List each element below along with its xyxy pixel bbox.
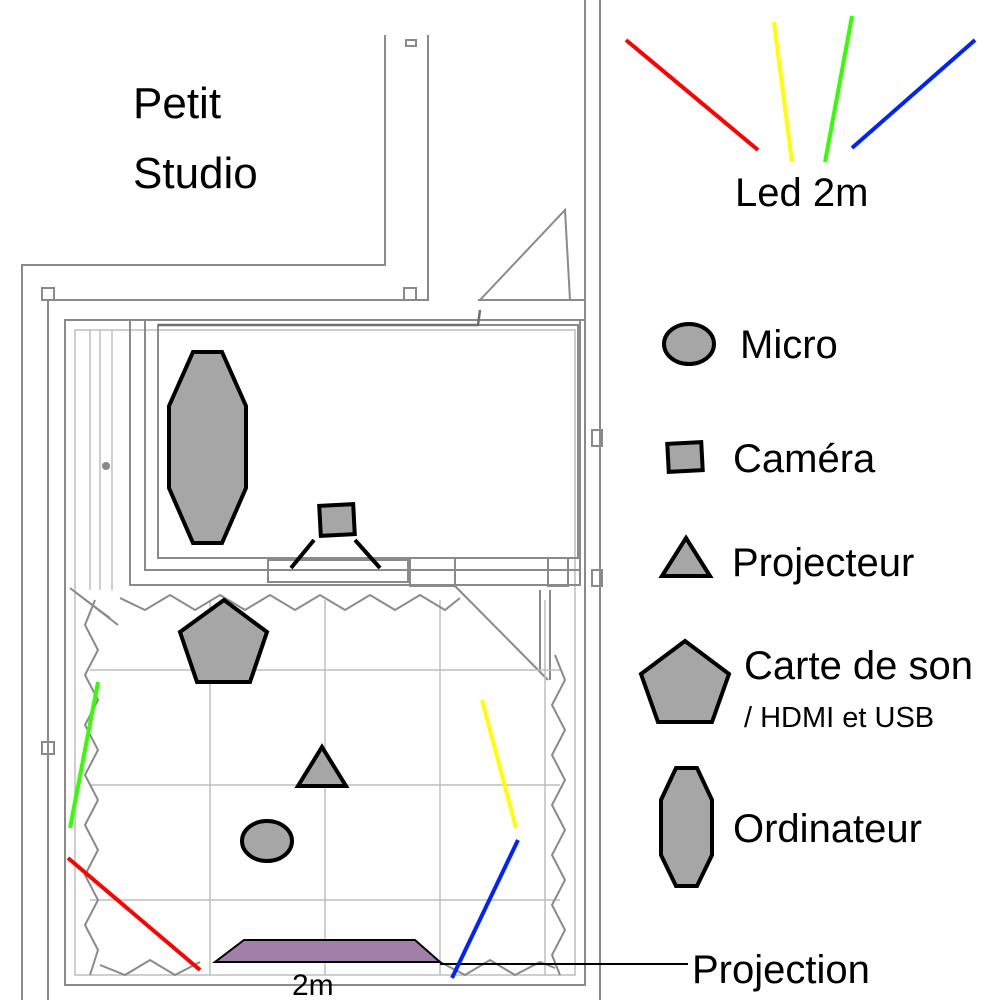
legend-ordinateur-icon (659, 766, 714, 888)
projection-screen (212, 939, 443, 963)
legend-ordinateur-label: Ordinateur (733, 807, 922, 851)
legend-micro-label: Micro (740, 323, 838, 367)
projection-width-label: 2m (292, 969, 334, 1000)
camera-shape (317, 502, 357, 538)
room-title-line1: Petit (133, 79, 221, 128)
led-strip-green (68, 681, 100, 829)
camera-leg-left (289, 538, 316, 570)
led-strip-yellow (480, 699, 518, 829)
room-title-line2: Studio (133, 149, 258, 198)
legend-carte-de-son-icon (638, 638, 732, 724)
legend-projecteur-label: Projecteur (732, 541, 914, 585)
projecteur-shape (294, 743, 350, 788)
legend-led-blue (850, 38, 977, 150)
legend-projecteur-icon (658, 534, 714, 578)
legend-carte-de-son-sublabel: / HDMI et USB (744, 702, 934, 734)
carte-de-son-shape (177, 597, 270, 684)
legend-led-label: Led 2m (735, 171, 868, 215)
legend-micro-icon (662, 322, 716, 366)
led-strip-red (66, 856, 202, 972)
legend-camera-label: Caméra (733, 437, 876, 481)
micro-shape (240, 819, 294, 863)
led-strip-blue (450, 839, 520, 979)
legend-led-red (624, 38, 760, 152)
legend-led-yellow (772, 21, 794, 163)
floor-plan-walls (21, 0, 603, 1000)
camera-leg-right (353, 538, 382, 570)
projection-label: Projection (692, 948, 870, 992)
ordinateur-shape (167, 350, 248, 545)
legend: Led 2m Micro Caméra Projecteur Carte de … (624, 15, 977, 888)
legend-led-green (823, 15, 854, 163)
legend-carte-de-son-label: Carte de son (744, 644, 973, 688)
legend-camera-icon (665, 440, 705, 474)
